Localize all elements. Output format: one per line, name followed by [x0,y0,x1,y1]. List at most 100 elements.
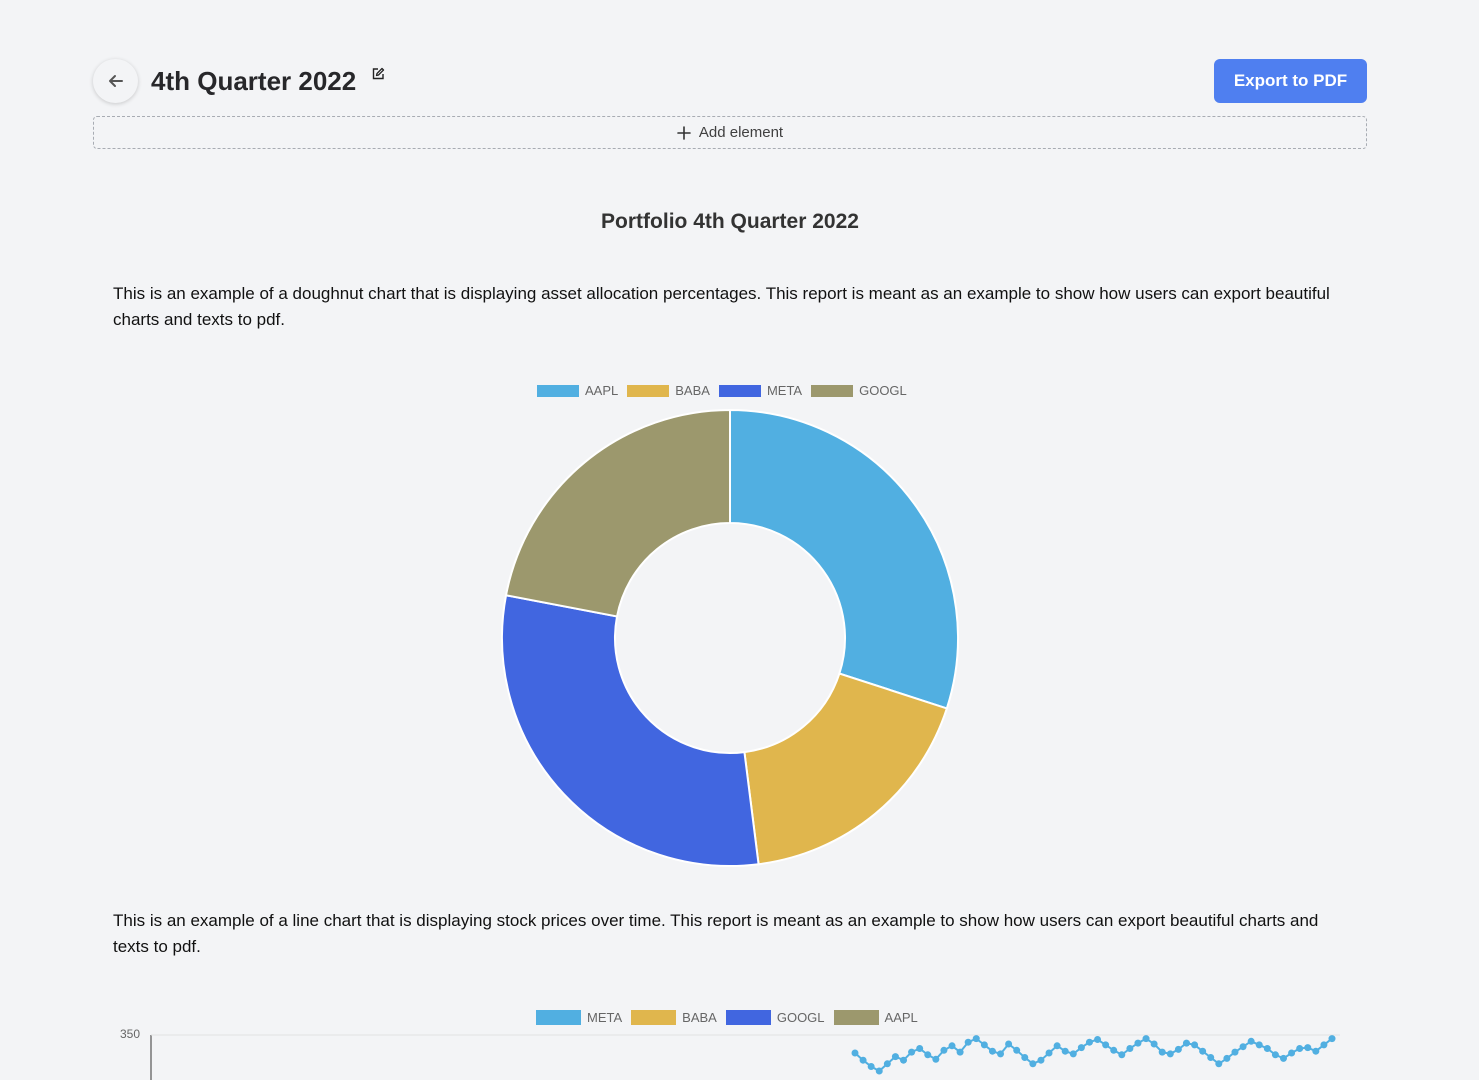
legend-swatch [631,1010,676,1025]
data-point[interactable] [1054,1042,1061,1049]
data-point[interactable] [924,1051,931,1058]
data-point[interactable] [1102,1041,1109,1048]
legend-swatch [537,385,579,397]
add-element-button[interactable]: Add element [93,116,1367,149]
legend-label: GOOGL [859,383,907,398]
legend-swatch [627,385,669,397]
doughnut-slice-googl[interactable] [506,410,730,616]
doughnut-slice-baba[interactable] [744,674,946,865]
data-point[interactable] [1143,1035,1150,1042]
data-point[interactable] [1280,1055,1287,1062]
data-point[interactable] [1037,1057,1044,1064]
report-header: 4th Quarter 2022 Export to PDF [93,59,1367,103]
data-point[interactable] [1191,1041,1198,1048]
data-point[interactable] [1046,1050,1053,1057]
doughnut-slice-meta[interactable] [502,595,759,866]
data-point[interactable] [1312,1048,1319,1055]
data-point[interactable] [1086,1039,1093,1046]
report-title: Portfolio 4th Quarter 2022 [0,210,1460,234]
legend-label: META [587,1010,622,1025]
doughnut-legend: AAPL BABA META GOOGL [537,383,916,398]
back-button[interactable] [93,59,138,103]
data-point[interactable] [1215,1060,1222,1067]
legend-swatch [811,385,853,397]
data-point[interactable] [940,1047,947,1054]
data-point[interactable] [1272,1051,1279,1058]
data-point[interactable] [876,1068,883,1075]
legend-item-baba[interactable]: BABA [631,1010,717,1025]
data-point[interactable] [1159,1049,1166,1056]
data-point[interactable] [1288,1050,1295,1057]
page-title: 4th Quarter 2022 [151,63,356,99]
data-point[interactable] [1320,1041,1327,1048]
data-point[interactable] [1175,1046,1182,1053]
data-point[interactable] [932,1056,939,1063]
data-point[interactable] [1183,1040,1190,1047]
data-point[interactable] [1013,1047,1020,1054]
data-point[interactable] [916,1045,923,1052]
data-point[interactable] [1062,1048,1069,1055]
doughnut-slice-aapl[interactable] [730,410,958,708]
data-point[interactable] [1304,1044,1311,1051]
data-point[interactable] [1207,1054,1214,1061]
data-point[interactable] [1118,1051,1125,1058]
data-point[interactable] [884,1060,891,1067]
legend-item-baba[interactable]: BABA [627,383,710,398]
edit-title-icon[interactable] [371,67,385,86]
data-point[interactable] [1240,1043,1247,1050]
text-block-doughnut: This is an example of a doughnut chart t… [113,281,1348,333]
data-point[interactable] [957,1049,964,1056]
data-point[interactable] [997,1050,1004,1057]
data-point[interactable] [1094,1036,1101,1043]
arrow-left-icon [107,72,125,90]
data-point[interactable] [852,1050,859,1057]
data-point[interactable] [989,1048,996,1055]
legend-label: BABA [682,1010,717,1025]
data-point[interactable] [1151,1041,1158,1048]
data-point[interactable] [1021,1054,1028,1061]
data-point[interactable] [973,1035,980,1042]
data-point[interactable] [1134,1040,1141,1047]
line-chart [100,1025,1350,1080]
data-point[interactable] [949,1042,956,1049]
legend-item-meta[interactable]: META [536,1010,622,1025]
data-point[interactable] [900,1057,907,1064]
data-point[interactable] [1223,1055,1230,1062]
data-point[interactable] [981,1041,988,1048]
data-point[interactable] [860,1057,867,1064]
plus-icon [677,126,691,140]
legend-label: GOOGL [777,1010,825,1025]
data-point[interactable] [1070,1050,1077,1057]
data-point[interactable] [1296,1045,1303,1052]
data-point[interactable] [1264,1045,1271,1052]
legend-item-aapl[interactable]: AAPL [834,1010,918,1025]
data-point[interactable] [1231,1049,1238,1056]
text-block-line: This is an example of a line chart that … [113,908,1348,960]
data-point[interactable] [1005,1041,1012,1048]
data-point[interactable] [1110,1047,1117,1054]
legend-item-meta[interactable]: META [719,383,802,398]
export-pdf-button[interactable]: Export to PDF [1214,59,1367,103]
legend-label: AAPL [585,383,618,398]
legend-item-aapl[interactable]: AAPL [537,383,618,398]
legend-label: META [767,383,802,398]
add-element-label: Add element [699,124,783,141]
legend-label: BABA [675,383,710,398]
data-point[interactable] [1248,1038,1255,1045]
legend-item-googl[interactable]: GOOGL [811,383,907,398]
data-point[interactable] [1029,1060,1036,1067]
data-point[interactable] [892,1053,899,1060]
data-point[interactable] [965,1039,972,1046]
legend-label: AAPL [885,1010,918,1025]
legend-swatch [726,1010,771,1025]
legend-swatch [719,385,761,397]
data-point[interactable] [1199,1048,1206,1055]
data-point[interactable] [908,1049,915,1056]
data-point[interactable] [1167,1050,1174,1057]
legend-item-googl[interactable]: GOOGL [726,1010,825,1025]
data-point[interactable] [868,1063,875,1070]
data-point[interactable] [1126,1045,1133,1052]
data-point[interactable] [1256,1041,1263,1048]
data-point[interactable] [1078,1044,1085,1051]
data-point[interactable] [1329,1035,1336,1042]
